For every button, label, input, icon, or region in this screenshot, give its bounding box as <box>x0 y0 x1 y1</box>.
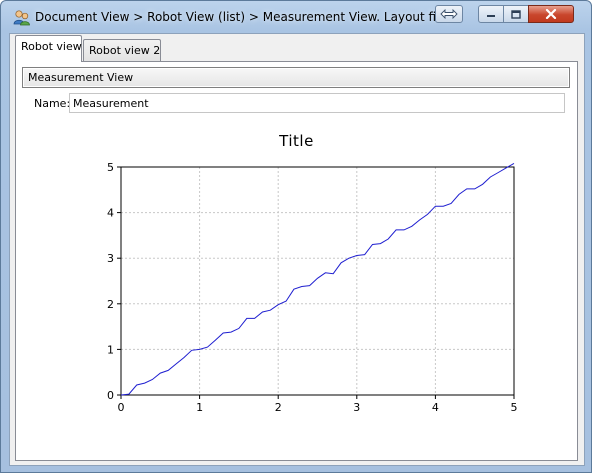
minimize-button[interactable] <box>478 5 504 23</box>
x-tick-label: 5 <box>511 401 518 414</box>
plot-area <box>121 167 514 395</box>
plot-frame <box>120 166 515 396</box>
y-tick-label: 3 <box>107 252 114 265</box>
chart-title: Title <box>279 132 314 150</box>
swap-arrows-icon <box>440 9 458 19</box>
y-tick-label: 2 <box>107 298 114 311</box>
title-bar[interactable]: Document View > Robot View (list) > Meas… <box>1 1 593 33</box>
users-icon <box>13 10 30 26</box>
tab-robot-view-2[interactable]: Robot view 2 <box>83 39 161 62</box>
y-tick-label: 1 <box>107 343 114 356</box>
x-tick-label: 2 <box>275 401 282 414</box>
client-area: Robot view Robot view 2 Measurement View… <box>9 33 585 466</box>
name-input[interactable] <box>69 93 565 113</box>
series-line-0 <box>120 162 515 396</box>
window-title: Document View > Robot View (list) > Meas… <box>35 10 455 24</box>
x-tick-label: 0 <box>118 401 125 414</box>
x-tick-label: 4 <box>432 401 439 414</box>
x-tick-label: 1 <box>196 401 203 414</box>
tab-robot-view[interactable]: Robot view <box>15 35 82 62</box>
name-label: Name: <box>34 97 71 110</box>
y-tick-label: 0 <box>107 389 114 402</box>
x-tick-label: 3 <box>353 401 360 414</box>
line-chart: 0 1 2 3 4 5 0 1 2 3 4 5 <box>107 161 518 414</box>
y-tick-label: 5 <box>107 161 114 174</box>
y-tick-label: 4 <box>107 207 114 220</box>
close-button[interactable] <box>528 5 574 23</box>
measurement-view-header[interactable]: Measurement View <box>22 67 570 88</box>
tab-panel: Measurement View Name: Title 0 1 2 3 4 5 0 1 2 3 4… <box>15 61 578 461</box>
maximize-icon <box>511 9 521 19</box>
close-icon <box>545 9 557 19</box>
minimize-icon <box>487 15 495 17</box>
swap-button[interactable] <box>435 5 463 23</box>
maximize-button[interactable] <box>503 5 529 23</box>
